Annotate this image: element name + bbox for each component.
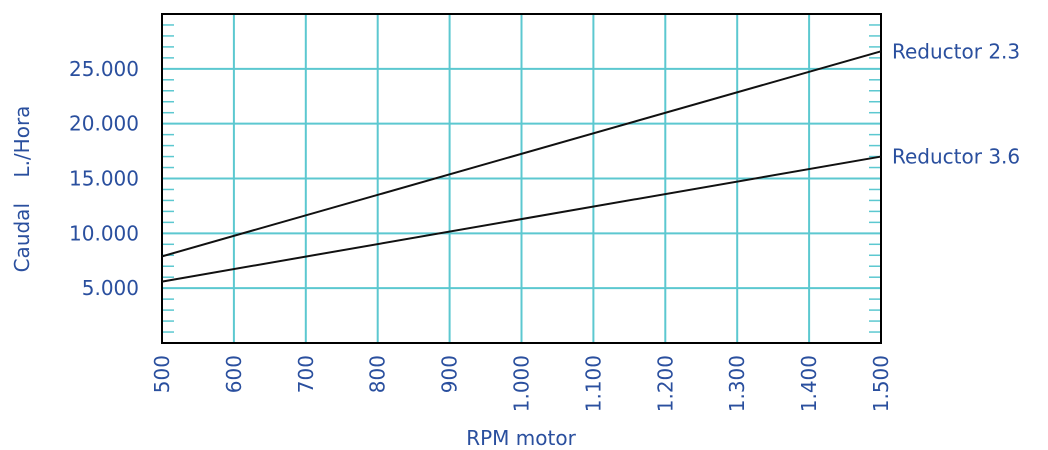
minor-ticks xyxy=(162,24,881,333)
x-tick-label: 1.200 xyxy=(653,355,677,412)
x-tick-label: 600 xyxy=(222,355,246,393)
y-axis-label: Caudal L./Hora xyxy=(10,106,34,273)
x-tick-label: 500 xyxy=(150,355,174,393)
x-tick-labels: 500 600 700 800 900 1.000 1.100 1.200 1.300 1.400… xyxy=(150,355,893,412)
plot-frame xyxy=(161,13,882,344)
series-line-1 xyxy=(161,50,882,258)
grid xyxy=(161,14,882,343)
x-tick-label: 1.500 xyxy=(869,355,893,412)
x-tick-label: 800 xyxy=(366,355,390,393)
y-tick-label: 25.000 xyxy=(69,57,139,81)
y-tick-labels: 5.000 10.000 15.000 20.000 25.000 xyxy=(69,57,139,300)
y-tick-label: 20.000 xyxy=(69,112,139,136)
x-tick-label: 700 xyxy=(294,355,318,393)
x-axis-label: RPM motor xyxy=(466,426,576,450)
y-tick-label: 5.000 xyxy=(82,276,139,300)
series-label-2: Reductor 3.6 xyxy=(892,145,1020,169)
x-tick-label: 1.000 xyxy=(510,355,534,412)
x-tick-label: 1.300 xyxy=(725,355,749,412)
x-tick-label: 1.100 xyxy=(581,355,605,412)
x-tick-label: 1.400 xyxy=(797,355,821,412)
y-tick-label: 10.000 xyxy=(69,221,139,245)
x-tick-label: 900 xyxy=(438,355,462,393)
y-tick-label: 15.000 xyxy=(69,167,139,191)
series-lines: Reductor 2.3 Reductor 3.6 xyxy=(161,39,1020,283)
series-label-1: Reductor 2.3 xyxy=(892,39,1020,63)
series-line-2 xyxy=(161,155,882,283)
